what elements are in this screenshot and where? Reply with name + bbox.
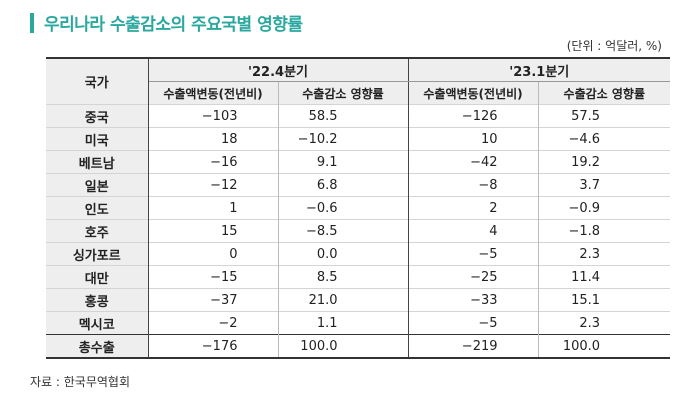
p2-impact-cell: 15.1 [537,288,671,312]
p2-impact-cell: 2.3 [537,242,671,266]
table-row: 대만 −15 8.5 −25 11.4 [46,265,671,289]
total-row: 총수출 −176 100.0 −219 100.0 [46,334,671,359]
title-block: 우리나라 수출감소의 주요국별 영향률 [30,10,303,35]
header-p2-change: 수출액변동(전년비) [407,81,539,105]
country-cell: 인도 [46,196,149,220]
p1-change-cell: −16 [148,150,278,174]
p2-change-cell: 2 [407,196,539,220]
table-row: 호주 15 −8.5 4 −1.8 [46,219,671,243]
p2-change-cell: −8 [407,173,539,197]
table-row: 일본 −12 6.8 −8 3.7 [46,173,671,197]
p2-impact-cell: −4.6 [537,127,671,151]
p2-impact-cell: 3.7 [537,173,671,197]
source-note: 자료 : 한국무역협회 [30,375,130,389]
p1-change-cell: −2 [148,311,278,335]
country-cell: 미국 [46,127,149,151]
p1-impact-cell: 9.1 [277,150,409,174]
p2-change-cell: −5 [407,242,539,266]
p1-change-cell: 0 [148,242,278,266]
header-country: 국가 [46,57,149,105]
p2-impact-cell: 19.2 [537,150,671,174]
title-accent-bar [30,12,34,33]
p1-change-cell: −37 [148,288,278,312]
p2-change-cell: −33 [407,288,539,312]
p1-change-cell: 18 [148,127,278,151]
p2-impact-cell: −0.9 [537,196,671,220]
p1-impact-cell: 21.0 [277,288,409,312]
country-cell: 일본 [46,173,149,197]
header-p1-change: 수출액변동(전년비) [148,81,278,105]
table-row: 홍콩 −37 21.0 −33 15.1 [46,288,671,312]
country-cell: 멕시코 [46,311,149,335]
header-p1-impact: 수출감소 영향률 [277,81,409,105]
p2-impact-cell: 2.3 [537,311,671,335]
total-p2-change-cell: −219 [407,334,539,359]
header-period-1: '22.4분기 [148,57,409,82]
table-row: 중국 −103 58.5 −126 57.5 [46,104,671,128]
country-cell: 베트남 [46,150,149,174]
total-p2-impact-cell: 100.0 [537,334,671,359]
p1-impact-cell: 8.5 [277,265,409,289]
total-p1-impact-cell: 100.0 [277,334,409,359]
p2-impact-cell: 57.5 [537,104,671,128]
export-impact-table: 국가 '22.4분기 '23.1분기 수출액변동(전년비) 수출감소 영향률 수… [46,57,671,359]
country-cell: 호주 [46,219,149,243]
table-row: 멕시코 −2 1.1 −5 2.3 [46,311,671,335]
p2-change-cell: 10 [407,127,539,151]
p1-change-cell: 15 [148,219,278,243]
p2-change-cell: 4 [407,219,539,243]
header-period-2: '23.1분기 [407,57,671,82]
p1-impact-cell: 0.0 [277,242,409,266]
table-row: 베트남 −16 9.1 −42 19.2 [46,150,671,174]
p1-change-cell: 1 [148,196,278,220]
p1-impact-cell: −8.5 [277,219,409,243]
country-cell: 대만 [46,265,149,289]
p2-impact-cell: −1.8 [537,219,671,243]
page-title: 우리나라 수출감소의 주요국별 영향률 [44,15,303,35]
p1-impact-cell: 1.1 [277,311,409,335]
table-row: 인도 1 −0.6 2 −0.9 [46,196,671,220]
p1-impact-cell: −0.6 [277,196,409,220]
p2-change-cell: −25 [407,265,539,289]
p1-impact-cell: −10.2 [277,127,409,151]
table-row: 싱가포르 0 0.0 −5 2.3 [46,242,671,266]
p2-change-cell: −42 [407,150,539,174]
unit-note: (단위 : 억달러, %) [566,39,662,53]
p1-change-cell: −103 [148,104,278,128]
p2-change-cell: −5 [407,311,539,335]
p2-change-cell: −126 [407,104,539,128]
p1-change-cell: −12 [148,173,278,197]
p2-impact-cell: 11.4 [537,265,671,289]
country-cell: 싱가포르 [46,242,149,266]
total-p1-change-cell: −176 [148,334,278,359]
table-row: 미국 18 −10.2 10 −4.6 [46,127,671,151]
p1-impact-cell: 58.5 [277,104,409,128]
country-cell: 홍콩 [46,288,149,312]
total-label-cell: 총수출 [46,334,149,359]
country-cell: 중국 [46,104,149,128]
p1-impact-cell: 6.8 [277,173,409,197]
p1-change-cell: −15 [148,265,278,289]
header-p2-impact: 수출감소 영향률 [537,81,671,105]
